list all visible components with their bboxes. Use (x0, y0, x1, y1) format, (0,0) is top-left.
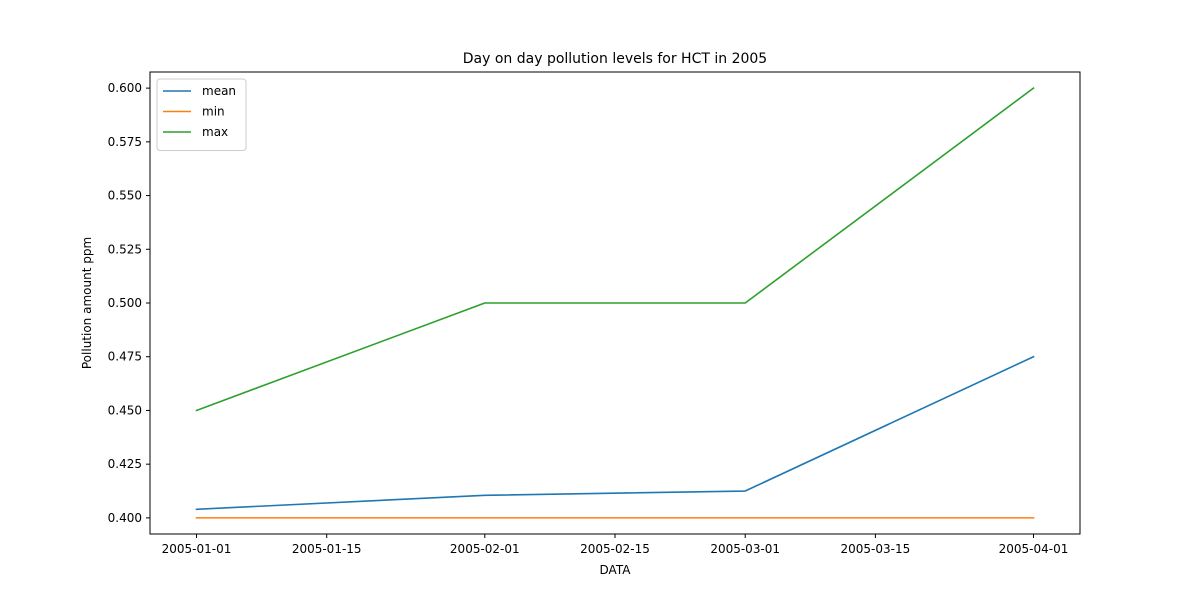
y-tick-label: 0.575 (108, 135, 142, 149)
x-tick-label: 2005-04-01 (999, 542, 1069, 556)
chart-title: Day on day pollution levels for HCT in 2… (463, 51, 767, 67)
y-tick-label: 0.500 (108, 296, 142, 310)
plot-area: 2005-01-01 2005-01-15 2005-02-01 2005-02-15… (108, 71, 1081, 556)
x-tick-label: 2005-02-15 (580, 542, 650, 556)
y-axis-label: Pollution amount ppm (80, 237, 94, 369)
y-tick-label: 0.550 (108, 189, 142, 203)
x-tick-label: 2005-01-01 (162, 542, 232, 556)
legend-label-mean: mean (202, 84, 236, 98)
y-tick-label: 0.600 (108, 81, 142, 95)
x-tick-label: 2005-03-15 (841, 542, 911, 556)
y-tick-label: 0.400 (108, 511, 142, 525)
y-tick-label: 0.475 (108, 350, 142, 364)
y-tick-label: 0.450 (108, 403, 142, 417)
x-tick-label: 2005-03-01 (710, 542, 780, 556)
legend-label-max: max (202, 125, 228, 139)
series-line-max (195, 87, 1035, 412)
legend-label-min: min (202, 105, 225, 119)
y-tick-label: 0.525 (108, 242, 142, 256)
y-tick-label: 0.425 (108, 457, 142, 471)
x-tick-label: 2005-02-01 (450, 542, 520, 556)
x-tick-label: 2005-01-15 (292, 542, 362, 556)
x-axis-label: DATA (600, 563, 632, 577)
legend: mean min max (156, 78, 247, 151)
series-line-mean (195, 355, 1035, 511)
